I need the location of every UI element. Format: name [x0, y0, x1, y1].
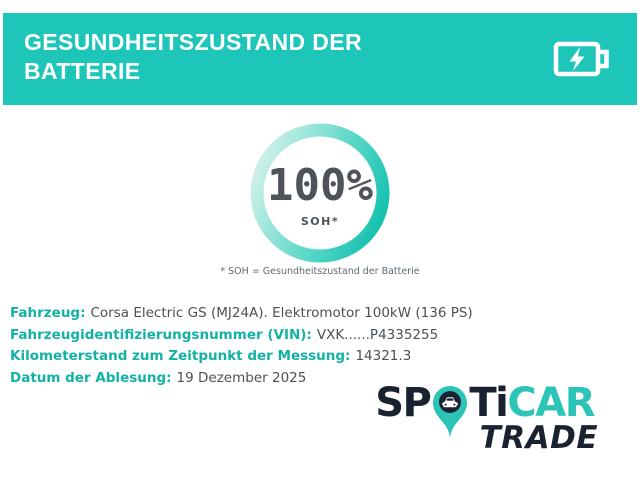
vehicle-value: Corsa Electric GS (MJ24A). Elektromotor … [90, 305, 473, 321]
vehicle-info-block: Fahrzeug: Corsa Electric GS (MJ24A). Elek… [10, 303, 473, 389]
vehicle-row: Fahrzeug: Corsa Electric GS (MJ24A). Elek… [10, 303, 473, 325]
reading-date-label: Datum der Ablesung: [10, 369, 172, 386]
soh-unit-label: SOH* [300, 215, 340, 228]
logo-text-trade: TRADE [479, 420, 598, 456]
mileage-value: 14321.3 [355, 348, 412, 364]
spoticar-logo: SP Ti CAR [375, 380, 595, 439]
location-pin-car-icon [433, 386, 468, 438]
vehicle-label: Fahrzeug: [10, 305, 86, 321]
mileage-label: Kilometerstand zum Zeitpunkt der Messung… [10, 348, 351, 364]
mileage-row: Kilometerstand zum Zeitpunkt der Messung… [10, 346, 473, 368]
soh-gauge: 100% SOH* [250, 123, 390, 263]
gauge-center: 100% SOH* [250, 123, 390, 263]
page-title: GESUNDHEITSZUSTAND DER BATTERIE [24, 29, 363, 84]
soh-value: 100% [267, 160, 373, 211]
vin-value: VXK......P4335255 [316, 326, 439, 343]
header-bar: GESUNDHEITSZUSTAND DER BATTERIE [3, 13, 637, 105]
gauge-ring [250, 123, 390, 263]
logo-text-car: CAR [507, 380, 595, 426]
logo-text-ti: Ti [469, 380, 509, 426]
battery-charging-icon [553, 41, 609, 77]
reading-date-value: 19 Dezember 2025 [176, 369, 307, 386]
vin-label: Fahrzeugidentifizierungsnummer (VIN): [10, 326, 312, 343]
reading-date-row: Datum der Ablesung: 19 Dezember 2025 [10, 368, 473, 390]
soh-footnote: * SOH = Gesundheitszustand der Batterie [220, 266, 420, 277]
logo-text-sp: SP [375, 380, 432, 426]
vin-row: Fahrzeugidentifizierungsnummer (VIN): VXK… [10, 325, 473, 347]
